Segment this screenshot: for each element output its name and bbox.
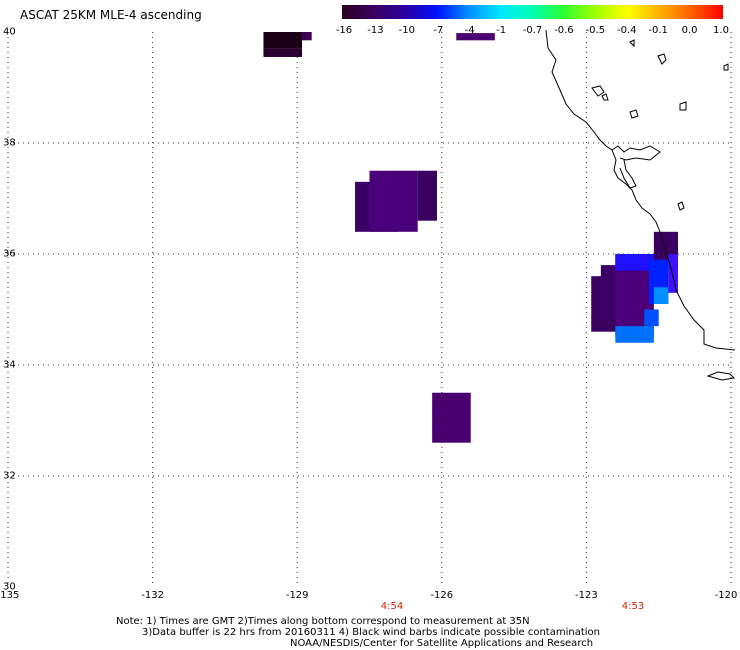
note-line-1: Note: 1) Times are GMT 2)Times along bot… bbox=[116, 616, 530, 627]
latitude-label: 30 bbox=[3, 581, 16, 593]
map-title: ASCAT 25KM MLE-4 ascending bbox=[20, 8, 202, 22]
data-cell bbox=[432, 392, 471, 443]
colorbar-tick-label: -16 bbox=[335, 25, 353, 36]
lake-5 bbox=[629, 109, 639, 119]
data-cell bbox=[369, 170, 418, 232]
lake-4 bbox=[679, 101, 687, 111]
time-label-1: 4:54 bbox=[380, 601, 404, 612]
lake-7 bbox=[723, 63, 729, 71]
latitude-label: 36 bbox=[3, 248, 16, 260]
colorbar-tick-label: 0.0 bbox=[681, 25, 698, 36]
colorbar-tick-label: -0.4 bbox=[616, 25, 637, 36]
data-cell bbox=[456, 33, 495, 41]
sf-bay bbox=[611, 145, 661, 161]
colorbar-gradient bbox=[342, 5, 723, 19]
colorbar-tick-label: -13 bbox=[367, 25, 384, 36]
time-label-2: 4:53 bbox=[621, 601, 645, 612]
note-line-2: 3)Data buffer is 22 hrs from 20160311 4)… bbox=[142, 627, 600, 638]
colorbar-tick-label: -0.5 bbox=[585, 25, 606, 36]
data-cell bbox=[263, 48, 303, 57]
longitude-label: -129 bbox=[285, 590, 309, 601]
data-cell bbox=[615, 326, 654, 343]
data-cell bbox=[644, 309, 659, 327]
lake-1 bbox=[591, 85, 605, 97]
colorbar bbox=[342, 5, 723, 19]
colorbar-tick-label: -0.1 bbox=[648, 25, 668, 36]
longitude-label: -126 bbox=[430, 590, 454, 601]
lake-6 bbox=[677, 201, 685, 211]
longitude-label: -123 bbox=[575, 590, 598, 601]
lake-3 bbox=[657, 53, 667, 65]
data-cell bbox=[653, 287, 669, 304]
longitude-label: -120 bbox=[714, 590, 738, 601]
latitude-label: 34 bbox=[3, 359, 16, 371]
data-cell bbox=[263, 32, 303, 49]
lake-8 bbox=[629, 39, 635, 48]
latitude-label: 32 bbox=[3, 470, 16, 482]
channel-island bbox=[706, 371, 736, 381]
data-cell bbox=[668, 254, 678, 293]
data-cell bbox=[417, 170, 437, 221]
colorbar-tick-label: -0.7 bbox=[522, 25, 543, 36]
colorbar-tick-label: 1.0 bbox=[713, 25, 729, 36]
colorbar-tick-label: -7 bbox=[433, 25, 444, 36]
colorbar-tick-label: -0.6 bbox=[554, 25, 574, 36]
lake-2 bbox=[601, 93, 609, 101]
colorbar-tick-label: -10 bbox=[398, 25, 415, 36]
colorbar-tick-label: -4 bbox=[464, 25, 475, 36]
colorbar-tick-label: -1 bbox=[496, 25, 507, 36]
data-cell bbox=[302, 32, 312, 41]
longitude-label: -132 bbox=[141, 590, 164, 601]
latitude-label: 38 bbox=[3, 137, 16, 149]
bay-inner bbox=[619, 159, 637, 189]
longitude-label: -135 bbox=[0, 590, 20, 601]
note-line-3: NOAA/NESDIS/Center for Satellite Applica… bbox=[290, 638, 594, 649]
latitude-label: 40 bbox=[3, 26, 16, 38]
